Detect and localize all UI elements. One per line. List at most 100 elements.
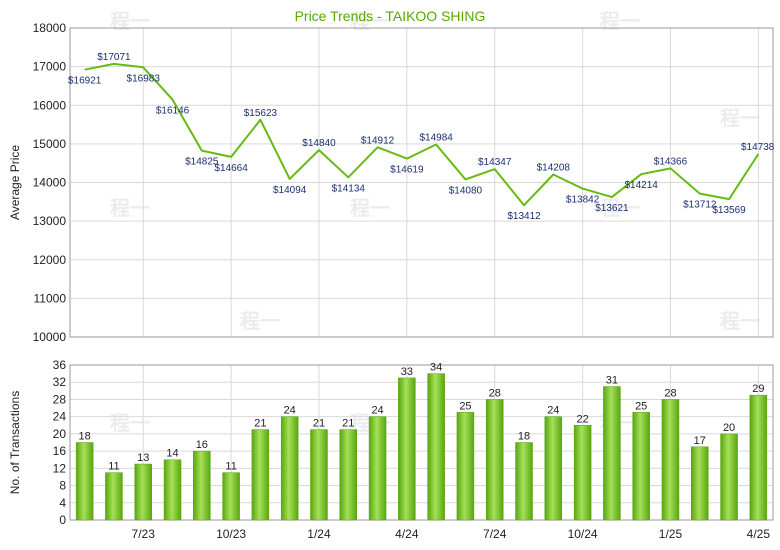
- y-axis-title: No. of Transactions: [8, 391, 22, 494]
- x-tick-label: 10/24: [568, 527, 598, 541]
- y-tick-label: 14000: [33, 176, 67, 190]
- bar-value-label: 31: [606, 375, 618, 387]
- watermark: 程一: [110, 412, 150, 435]
- bar-value-label: 22: [576, 413, 588, 425]
- transaction-bar: [515, 442, 533, 521]
- bar-value-label: 25: [635, 400, 647, 412]
- price-data-label: $14619: [390, 165, 424, 176]
- bar-value-label: 16: [196, 439, 208, 451]
- price-data-label: $14208: [537, 162, 571, 173]
- y-tick-label: 36: [53, 358, 67, 372]
- transaction-bar: [544, 416, 563, 521]
- x-tick-label: 1/24: [307, 527, 331, 541]
- x-tick-label: 10/23: [216, 527, 246, 541]
- x-tick-label: 7/23: [132, 527, 156, 541]
- bar-value-label: 18: [79, 431, 91, 443]
- price-data-label: $14214: [625, 180, 659, 191]
- y-tick-label: 12000: [33, 253, 67, 267]
- bar-value-label: 34: [430, 362, 442, 374]
- watermark: 程一: [350, 197, 390, 220]
- transaction-bar: [632, 412, 650, 521]
- price-data-label: $14134: [332, 183, 366, 194]
- y-tick-label: 8: [59, 479, 66, 493]
- transaction-bar: [105, 472, 123, 521]
- price-data-label: $13621: [595, 203, 629, 214]
- watermark: 程一: [600, 10, 640, 33]
- bar-value-label: 29: [752, 383, 764, 395]
- bar-value-label: 14: [166, 448, 178, 460]
- bar-value-label: 24: [284, 405, 296, 417]
- plot-area-border: [69, 27, 774, 338]
- chart-title: Price Trends - TAIKOO SHING: [295, 8, 486, 24]
- y-tick-label: 15000: [33, 137, 67, 151]
- transaction-bar: [691, 446, 709, 521]
- transaction-bar: [427, 373, 445, 521]
- y-tick-label: 16000: [33, 98, 67, 112]
- bar-value-label: 28: [489, 387, 501, 399]
- y-tick-label: 18000: [33, 21, 67, 35]
- price-data-label: $16921: [68, 76, 102, 87]
- bar-value-label: 21: [254, 418, 266, 430]
- price-data-label: $14840: [302, 138, 336, 149]
- y-tick-label: 32: [53, 375, 67, 389]
- y-tick-label: 28: [53, 392, 67, 406]
- transaction-bar: [368, 416, 387, 521]
- watermark: 程一: [600, 197, 640, 220]
- watermark: 程一: [720, 107, 760, 130]
- transaction-bar: [339, 429, 358, 521]
- x-tick-label: 4/24: [395, 527, 419, 541]
- plot-area-border: [69, 364, 774, 521]
- bar-value-label: 18: [518, 431, 530, 443]
- price-data-label: $14347: [478, 157, 512, 168]
- bar-value-label: 21: [342, 418, 354, 430]
- transaction-bar: [75, 442, 94, 521]
- price-data-label: $15623: [244, 108, 278, 119]
- price-data-label: $14738: [741, 142, 775, 153]
- bar-value-label: 11: [225, 461, 236, 473]
- price-data-label: $14664: [214, 163, 248, 174]
- bar-value-label: 24: [371, 405, 383, 417]
- transaction-bar: [163, 459, 182, 521]
- price-data-label: $14984: [419, 132, 453, 143]
- transaction-bar: [280, 416, 299, 521]
- price-data-label: $13412: [507, 211, 541, 222]
- price-data-label: $14366: [654, 156, 688, 167]
- bar-value-label: 17: [694, 435, 706, 447]
- price-data-label: $13712: [683, 200, 717, 211]
- transactions-panel: 0 4 8 12 16 20 24 28 32 36 7/23 10/23 1/24 4/24 7/24 10…: [8, 358, 774, 541]
- y-tick-label: 13000: [33, 214, 67, 228]
- bar-value-label: 20: [723, 422, 735, 434]
- price-data-label: $14094: [273, 185, 307, 196]
- bar-value-label: 28: [664, 387, 676, 399]
- bar-value-label: 25: [459, 400, 471, 412]
- price-data-label: $14825: [185, 157, 219, 168]
- transaction-bar: [222, 472, 240, 521]
- price-panel: 10000 11000 12000 13000 14000 15000 16000 17000…: [8, 21, 775, 344]
- x-tick-label: 4/25: [747, 527, 771, 541]
- transaction-bar: [456, 412, 475, 521]
- transaction-bar: [134, 463, 152, 521]
- watermark: 程一: [720, 310, 760, 333]
- y-tick-label: 17000: [33, 60, 67, 74]
- transaction-bar: [720, 433, 738, 521]
- y-tick-label: 4: [59, 496, 66, 510]
- y-tick-label: 24: [53, 410, 67, 424]
- transaction-bar: [193, 450, 211, 521]
- price-data-label: $17071: [97, 52, 131, 63]
- y-axis-title: Average Price: [8, 145, 22, 220]
- watermark: 程一: [350, 10, 390, 33]
- y-tick-label: 16: [53, 444, 67, 458]
- y-tick-label: 12: [53, 461, 67, 475]
- y-tick-label: 20: [53, 427, 67, 441]
- y-tick-label: 10000: [33, 330, 67, 344]
- transaction-bar: [573, 425, 592, 521]
- price-data-label: $14912: [361, 135, 395, 146]
- bar-value-label: 24: [547, 405, 559, 417]
- price-data-label: $14080: [449, 185, 483, 196]
- x-tick-label: 1/25: [659, 527, 683, 541]
- price-series-line: [84, 62, 760, 207]
- watermark: 程一: [110, 197, 150, 220]
- bar-value-label: 33: [401, 366, 413, 378]
- bar-value-label: 21: [313, 418, 325, 430]
